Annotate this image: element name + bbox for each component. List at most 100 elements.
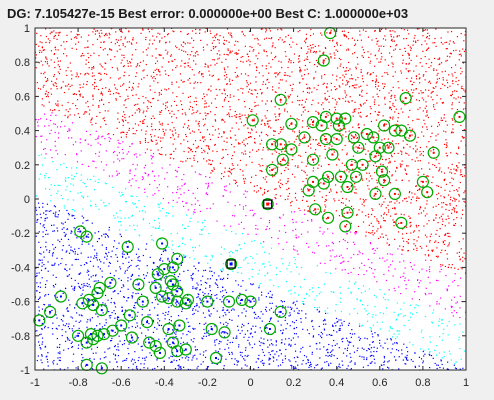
- scatter-dot-upper: [172, 133, 174, 135]
- scatter-dot-lower: [398, 356, 400, 358]
- scatter-dot-upper: [325, 57, 327, 60]
- scatter-dot-upper: [111, 49, 113, 51]
- scatter-dot-margin-lower: [359, 300, 362, 302]
- scatter-dot-lower: [164, 314, 166, 316]
- scatter-dot-upper: [316, 89, 318, 91]
- scatter-dot-upper: [381, 203, 383, 206]
- scatter-dot-upper: [83, 54, 85, 57]
- scatter-dot-upper: [334, 200, 336, 202]
- scatter-dot-upper: [383, 219, 385, 222]
- scatter-dot-lower: [275, 341, 278, 343]
- scatter-dot-upper: [309, 51, 312, 53]
- scatter-dot-lower: [192, 328, 195, 330]
- scatter-dot-upper: [123, 131, 125, 134]
- scatter-dot-upper: [345, 70, 347, 72]
- scatter-dot-upper: [288, 96, 290, 98]
- scatter-dot-upper: [436, 193, 438, 196]
- scatter-dot-upper: [444, 265, 447, 268]
- scatter-dot-lower: [137, 343, 139, 345]
- scatter-dot-margin-lower: [150, 234, 153, 237]
- scatter-dot-lower: [113, 301, 115, 303]
- scatter-dot-upper: [234, 44, 236, 46]
- scatter-dot-lower: [131, 325, 133, 328]
- scatter-dot-upper: [203, 106, 206, 108]
- scatter-dot-margin-lower: [423, 349, 425, 351]
- scatter-dot-upper: [284, 96, 286, 98]
- scatter-dot-lower: [216, 363, 219, 365]
- scatter-dot-upper: [400, 213, 402, 215]
- scatter-dot-lower: [47, 352, 49, 354]
- scatter-dot-margin-upper: [332, 249, 334, 251]
- scatter-dot-upper: [257, 43, 259, 45]
- scatter-dot-margin-lower: [70, 183, 72, 185]
- scatter-dot-lower: [197, 296, 199, 298]
- scatter-dot-upper: [400, 108, 402, 110]
- scatter-dot-margin-upper: [426, 270, 428, 272]
- scatter-dot-upper: [402, 237, 404, 239]
- scatter-dot-upper: [312, 138, 314, 141]
- scatter-dot-upper: [426, 213, 428, 215]
- scatter-dot-margin-lower: [59, 184, 61, 187]
- scatter-dot-lower: [325, 323, 327, 325]
- scatter-dot-upper: [229, 52, 231, 54]
- scatter-dot-margin-lower: [75, 167, 78, 169]
- scatter-dot-upper: [262, 146, 265, 149]
- scatter-dot-upper: [151, 28, 153, 31]
- scatter-dot-upper: [342, 74, 344, 76]
- scatter-dot-upper: [274, 91, 276, 93]
- scatter-dot-upper: [144, 139, 147, 141]
- scatter-dot-margin-upper: [331, 241, 333, 244]
- scatter-dot-lower: [38, 263, 40, 265]
- scatter-dot-lower: [165, 335, 167, 337]
- scatter-dot-upper: [123, 104, 125, 106]
- scatter-dot-upper: [40, 35, 42, 37]
- scatter-dot-lower: [138, 255, 140, 258]
- scatter-dot-lower: [87, 233, 89, 235]
- scatter-dot-margin-upper: [379, 257, 381, 259]
- scatter-dot-margin-upper: [260, 217, 262, 219]
- scatter-dot-margin-lower: [229, 260, 231, 262]
- scatter-dot-lower: [281, 341, 283, 344]
- scatter-dot-margin-lower: [252, 257, 254, 259]
- scatter-dot-upper: [299, 68, 301, 70]
- scatter-dot-margin-upper: [64, 125, 66, 127]
- scatter-dot-upper: [340, 178, 342, 181]
- scatter-dot-lower: [447, 368, 450, 370]
- scatter-dot-upper: [455, 98, 457, 100]
- scatter-dot-lower: [114, 290, 116, 292]
- scatter-dot-upper: [424, 89, 427, 91]
- scatter-dot-upper: [346, 81, 349, 83]
- scatter-dot-lower: [280, 300, 282, 302]
- scatter-dot-upper: [139, 141, 141, 143]
- scatter-dot-upper: [180, 65, 182, 67]
- scatter-dot-upper: [340, 129, 342, 131]
- scatter-dot-upper: [426, 175, 428, 177]
- scatter-dot-upper: [173, 138, 176, 140]
- scatter-dot-lower: [342, 337, 344, 339]
- scatter-dot-upper: [171, 81, 173, 83]
- scatter-dot-margin-upper: [393, 287, 395, 289]
- scatter-dot-upper: [172, 135, 174, 137]
- scatter-dot-margin-upper: [143, 167, 145, 169]
- scatter-dot-upper: [354, 52, 356, 54]
- scatter-dot-upper: [436, 125, 439, 128]
- scatter-dot-upper: [414, 245, 417, 247]
- scatter-dot-upper: [183, 139, 185, 141]
- scatter-dot-upper: [267, 135, 269, 137]
- scatter-dot-upper: [79, 84, 81, 86]
- scatter-dot-upper: [425, 63, 427, 65]
- scatter-dot-margin-upper: [271, 236, 273, 239]
- scatter-dot-lower: [36, 219, 38, 221]
- scatter-dot-upper: [204, 151, 206, 153]
- scatter-dot-upper: [403, 100, 405, 102]
- scatter-dot-lower: [167, 257, 169, 259]
- scatter-dot-upper: [143, 102, 145, 104]
- scatter-dot-lower: [38, 231, 40, 233]
- scatter-dot-upper: [355, 66, 357, 68]
- scatter-dot-lower: [374, 332, 376, 334]
- scatter-dot-upper: [359, 115, 361, 117]
- scatter-dot-upper: [260, 123, 262, 126]
- scatter-dot-lower: [54, 246, 57, 249]
- scatter-dot-lower: [83, 237, 85, 239]
- scatter-dot-margin-upper: [99, 144, 101, 146]
